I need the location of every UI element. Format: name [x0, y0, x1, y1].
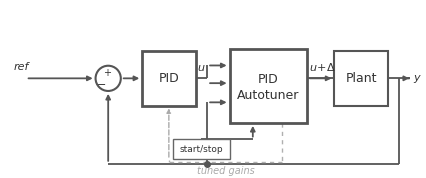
Text: +: + [103, 68, 111, 78]
FancyBboxPatch shape [173, 140, 229, 159]
Text: $u\!+\!\Delta$: $u\!+\!\Delta$ [308, 61, 335, 72]
Text: start/stop: start/stop [179, 145, 223, 154]
Text: Autotuner: Autotuner [236, 89, 299, 102]
Text: ref: ref [14, 62, 29, 72]
Text: tuned gains: tuned gains [196, 166, 254, 176]
FancyBboxPatch shape [229, 49, 306, 123]
Text: −: − [96, 80, 106, 90]
Text: y: y [412, 73, 419, 83]
FancyBboxPatch shape [142, 51, 195, 106]
Text: PID: PID [257, 73, 278, 86]
Text: u: u [197, 62, 204, 72]
Text: Plant: Plant [345, 72, 376, 85]
FancyBboxPatch shape [334, 51, 387, 106]
Text: PID: PID [158, 72, 179, 85]
